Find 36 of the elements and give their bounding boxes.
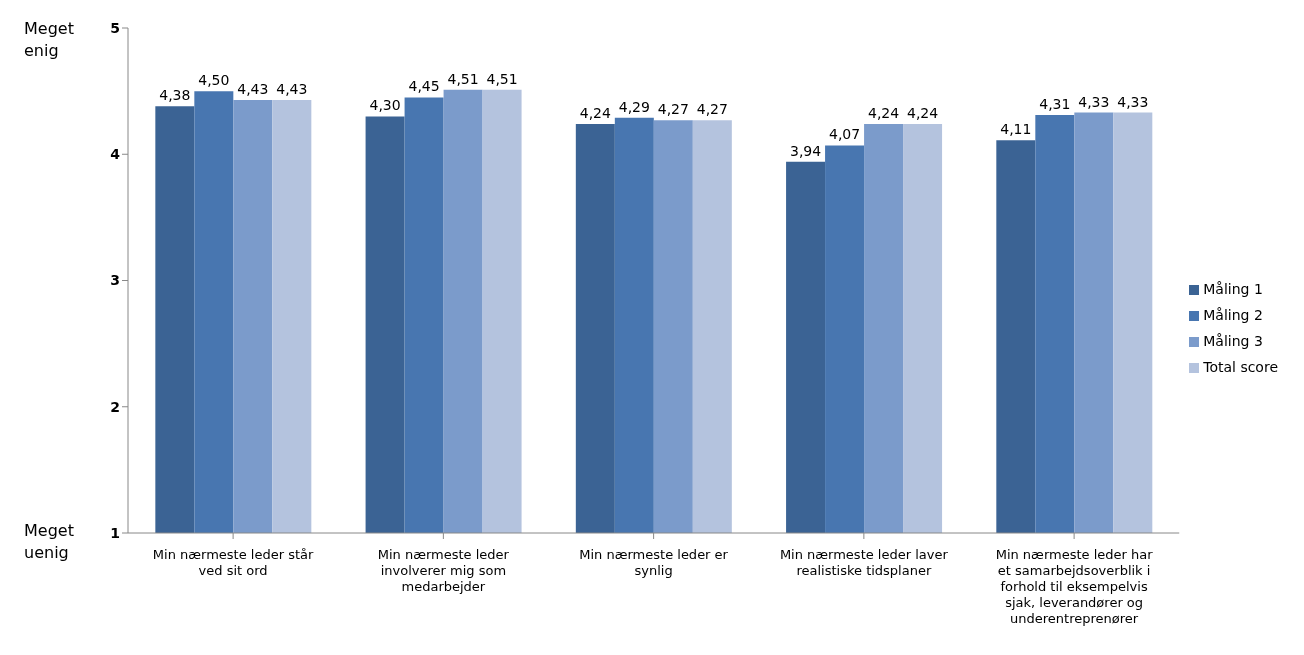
y-tick-label: 3 <box>110 272 120 289</box>
x-tick-label: Min nærmeste leder står ved sit ord <box>152 547 315 578</box>
data-label: 4,24 <box>906 104 939 121</box>
y-tick-label: 5 <box>110 19 120 36</box>
text: Meget enig <box>24 18 75 62</box>
x-tick-label: Min nærmeste leder har et samarbejdsoverblik i forhold til eksempelvis sjak, leverandører og underentreprenører <box>995 547 1154 626</box>
data-label: 4,33 <box>1117 93 1149 110</box>
y-tick-label: 4 <box>110 146 121 163</box>
data-label: 4,11 <box>1000 121 1032 138</box>
data-label: 4,50 <box>198 72 230 89</box>
data-label: 3,94 <box>789 142 822 159</box>
data-label: 4,24 <box>867 104 900 121</box>
legend-label: Måling 1 <box>1203 281 1263 297</box>
data-label: 4,51 <box>447 70 479 87</box>
data-label: 4,24 <box>579 104 611 121</box>
x-tick-label: Min nærmeste leder involverer mig som medarbejder <box>377 547 510 594</box>
data-label: 4,27 <box>696 101 728 118</box>
legend-label: Måling 3 <box>1203 333 1263 349</box>
legend-label: Total score <box>1203 359 1278 375</box>
data-label: 4,31 <box>1039 96 1071 113</box>
data-label: 4,33 <box>1078 93 1110 110</box>
y-tick-label: 2 <box>110 398 120 415</box>
x-tick-label: Min nærmeste leder laver realistiske tidsplaner <box>779 547 949 578</box>
data-label: 4,29 <box>618 98 650 115</box>
data-label: 4,43 <box>276 80 308 97</box>
data-label: 4,45 <box>408 78 440 95</box>
data-label: 4,51 <box>486 70 518 87</box>
data-label: 4,30 <box>369 97 401 114</box>
data-label: 4,07 <box>828 126 861 143</box>
data-label: 4,27 <box>657 101 689 118</box>
legend-label: Måling 2 <box>1203 307 1263 323</box>
data-label: 4,38 <box>159 87 191 104</box>
y-tick-label: 1 <box>110 524 120 541</box>
data-label: 4,43 <box>237 80 269 97</box>
x-tick-label: Min nærmeste leder er synlig <box>579 547 729 578</box>
text: Meget uenig <box>24 520 75 564</box>
